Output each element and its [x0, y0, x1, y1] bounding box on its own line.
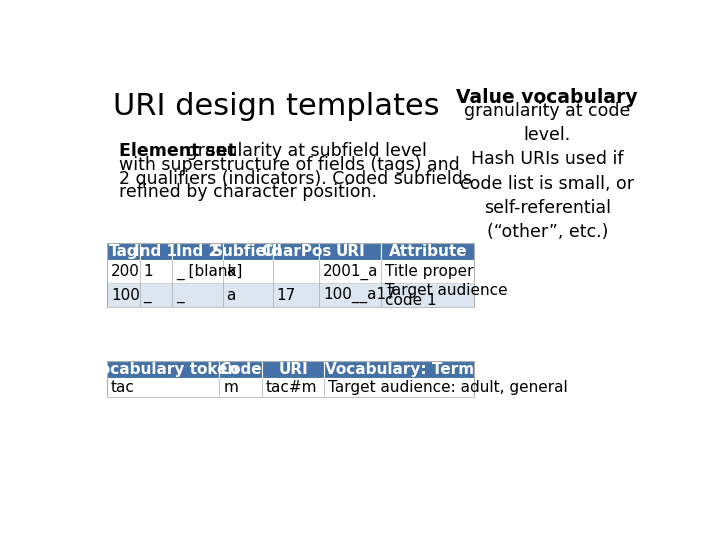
Text: 200: 200: [111, 265, 140, 279]
Text: refined by character position.: refined by character position.: [120, 184, 377, 201]
Text: URI: URI: [278, 362, 308, 377]
Bar: [320, 244, 382, 260]
Text: Vocabulary token: Vocabulary token: [89, 362, 238, 377]
Text: Ind 2: Ind 2: [176, 245, 219, 259]
Text: Element set: Element set: [120, 142, 236, 160]
Text: 17: 17: [276, 287, 296, 302]
Text: granularity at code
level.
Hash URIs used if
code list is small, or
self-referen: granularity at code level. Hash URIs use…: [460, 102, 634, 241]
Text: a: a: [226, 265, 235, 279]
Text: Tag: Tag: [109, 245, 138, 259]
Text: Subfield: Subfield: [212, 245, 283, 259]
Text: 2001_a: 2001_a: [323, 264, 379, 280]
Bar: [382, 244, 474, 260]
Text: Value vocabulary: Value vocabulary: [456, 88, 638, 107]
Text: tac: tac: [111, 380, 135, 395]
Text: CharPos: CharPos: [261, 245, 331, 259]
Bar: [222, 244, 273, 260]
Bar: [220, 361, 262, 378]
Text: Target audience: adult, general: Target audience: adult, general: [328, 380, 567, 395]
Text: 2 qualifiers (indicators). Coded subfields: 2 qualifiers (indicators). Coded subfiel…: [120, 170, 472, 187]
Text: Vocabulary: Term: Vocabulary: Term: [325, 362, 474, 377]
Text: m: m: [223, 380, 238, 395]
Text: _: _: [176, 287, 184, 302]
Bar: [273, 244, 320, 260]
Text: tac#m: tac#m: [266, 380, 318, 395]
Bar: [107, 260, 474, 284]
Bar: [140, 244, 172, 260]
Text: URI design templates: URI design templates: [113, 92, 440, 121]
Bar: [262, 361, 324, 378]
Text: _: _: [143, 287, 151, 302]
Text: 100__a17: 100__a17: [323, 287, 396, 303]
Text: Attribute: Attribute: [389, 245, 467, 259]
Bar: [107, 284, 474, 307]
Text: Title proper: Title proper: [385, 265, 474, 279]
Bar: [324, 361, 474, 378]
Text: granularity at subfield level: granularity at subfield level: [181, 142, 428, 160]
Bar: [107, 361, 474, 397]
Text: URI: URI: [336, 245, 365, 259]
Bar: [107, 244, 140, 260]
Text: 100: 100: [111, 287, 140, 302]
Text: _ [blank]: _ [blank]: [176, 264, 243, 280]
Text: a: a: [226, 287, 235, 302]
Text: with superstructure of fields (tags) and: with superstructure of fields (tags) and: [120, 156, 460, 174]
Text: code 1: code 1: [385, 293, 437, 308]
Bar: [107, 244, 474, 307]
Text: Target audience: Target audience: [385, 283, 508, 298]
Text: Ind 1: Ind 1: [135, 245, 177, 259]
Bar: [107, 378, 474, 397]
Text: Code: Code: [220, 362, 262, 377]
Bar: [172, 244, 222, 260]
Text: 1: 1: [143, 265, 153, 279]
Bar: [107, 361, 220, 378]
